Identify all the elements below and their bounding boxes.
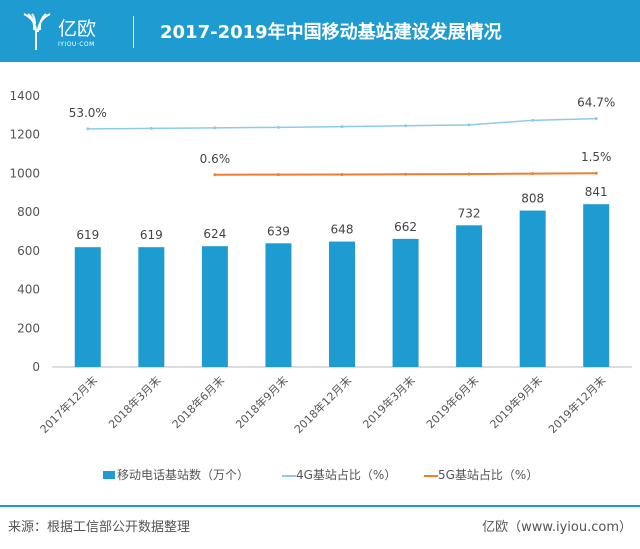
bar-value-label: 624	[203, 227, 226, 241]
line-5g-point	[467, 172, 471, 176]
line-5g-label: 0.6%	[200, 152, 231, 166]
bar	[392, 238, 419, 367]
line-5g-point	[531, 172, 535, 176]
x-tick-label: 2019年3月末	[360, 373, 418, 431]
legend-5g-swatch	[424, 474, 438, 477]
x-tick-label: 2018年3月末	[105, 373, 163, 431]
bar-value-label: 662	[394, 220, 417, 234]
credit-text: 亿欧（www.iyiou.com）	[482, 520, 632, 535]
line-5g-label: 1.5%	[581, 150, 612, 164]
bar-value-label: 619	[140, 228, 163, 242]
footer-divider	[0, 505, 640, 507]
x-tick-label: 2017年12月末	[37, 373, 100, 436]
line-5g-point	[276, 173, 280, 177]
y-tick-label: 1400	[9, 89, 40, 103]
line-4g-point	[213, 126, 217, 130]
legend-4g-label: 4G基站占比（%）	[296, 468, 397, 482]
legend-bar-swatch	[103, 471, 115, 479]
chart: 0 200 400 600 800 1000 1200 1400 619 619 624 639 648…	[9, 89, 632, 436]
logo-text: 亿欧	[58, 18, 97, 40]
bar	[74, 247, 101, 367]
x-tick-label: 2019年12月末	[545, 373, 608, 436]
logo-subtext: IYIOU·COM	[58, 41, 95, 48]
legend-5g: 5G基站占比（%）	[424, 466, 538, 483]
source-text: 来源：根据工信部公开数据整理	[8, 520, 191, 535]
legend-4g-swatch	[282, 474, 296, 477]
x-tick-label: 2018年12月末	[291, 373, 354, 436]
y-tick-label: 800	[17, 205, 40, 219]
legend-4g: 4G基站占比（%）	[282, 466, 396, 483]
header-divider	[133, 16, 134, 48]
y-tick-label: 1200	[9, 128, 40, 142]
line-4g-point	[531, 118, 535, 122]
page-title: 2017-2019年中国移动基站建设发展情况	[160, 22, 502, 43]
bar-value-label: 808	[521, 192, 544, 206]
x-tick-label: 2018年6月末	[169, 373, 227, 431]
legend-bar-label: 移动电话基站数（万个）	[117, 468, 250, 482]
bar	[138, 247, 165, 367]
line-4g-point	[340, 125, 344, 129]
bar-value-label: 639	[267, 224, 290, 238]
bar	[583, 204, 610, 367]
line-4g-label: 53.0%	[69, 106, 107, 120]
bar-value-label: 732	[458, 206, 481, 220]
header: 亿欧 IYIOU·COM 2017-2019年中国移动基站建设发展情况	[0, 0, 640, 62]
line-5g-point	[340, 172, 344, 176]
bar	[201, 246, 228, 367]
bar	[519, 210, 546, 367]
line-5g-point	[213, 173, 217, 177]
line-4g-point	[594, 117, 598, 121]
y-tick-label: 200	[17, 321, 40, 335]
x-tick-label: 2019年9月末	[487, 373, 545, 431]
logo-icon	[23, 13, 51, 50]
bar	[329, 241, 355, 367]
line-4g-label: 64.7%	[577, 96, 615, 110]
legend-5g-label: 5G基站占比（%）	[438, 468, 539, 482]
bar-value-label: 648	[331, 223, 354, 237]
line-4g-point	[276, 125, 280, 129]
bar-value-label: 841	[585, 185, 608, 199]
y-tick-label: 400	[17, 283, 40, 297]
bar-value-label: 619	[76, 228, 99, 242]
y-tick-label: 600	[17, 244, 40, 258]
y-tick-label: 1000	[9, 166, 40, 180]
line-4g-point	[404, 124, 408, 128]
x-tick-label: 2018年9月末	[233, 373, 291, 431]
line-4g-point	[467, 123, 471, 127]
legend-bar: 移动电话基站数（万个）	[103, 466, 249, 483]
x-tick-label: 2019年6月末	[423, 373, 481, 431]
line-4g-point	[149, 126, 153, 130]
line-4g-point	[86, 127, 90, 131]
line-5g-point	[594, 171, 598, 175]
bar	[265, 243, 292, 367]
line-5g-point	[404, 172, 408, 176]
y-tick-label: 0	[32, 360, 40, 374]
bar	[456, 225, 483, 367]
